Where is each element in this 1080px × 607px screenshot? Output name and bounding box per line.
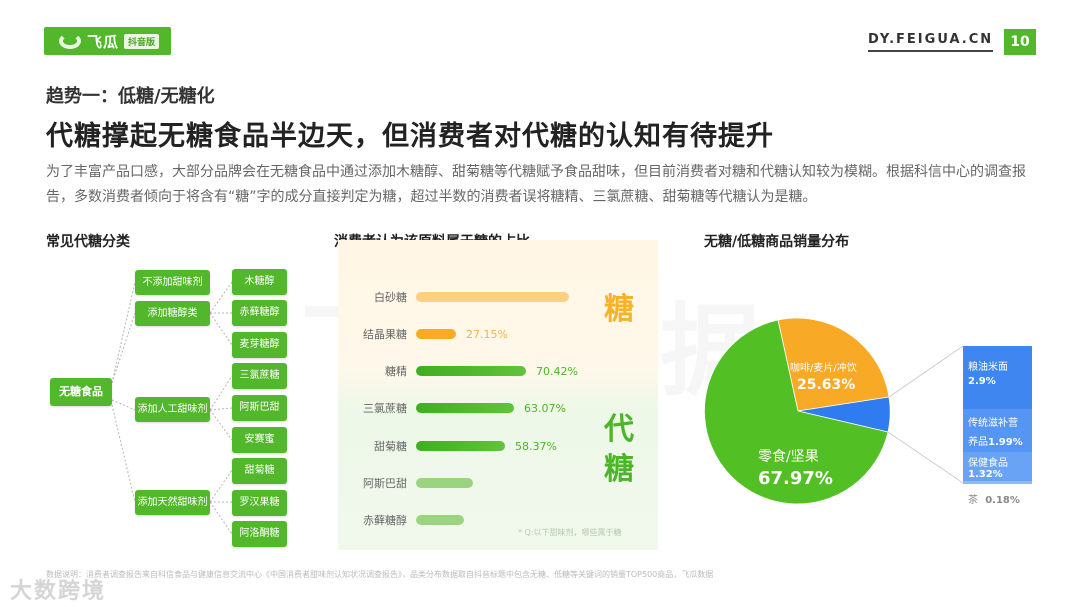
brand-logo: 飞瓜 抖音版 <box>44 27 171 55</box>
bar-label: 甜菊糖 <box>374 440 407 453</box>
tree-node-level2: 赤藓糖醇 <box>232 300 287 326</box>
pie-label-coffee: 咖啡/麦片/冲饮 <box>790 363 857 374</box>
bar-value: 27.15% <box>466 327 508 341</box>
bar <box>416 329 456 339</box>
bar-value: 70.42% <box>536 364 578 378</box>
pie-chart-title: 无糖/低糖商品销量分布 <box>704 234 850 250</box>
bar-label: 阿斯巴甜 <box>363 477 407 490</box>
breakdown-tonic: 传统滋补营 养品1.99% <box>963 409 1032 452</box>
pie-value-snacks: 67.97% <box>758 468 833 489</box>
sugar-group-label: 糖 <box>604 292 634 327</box>
page-title: 代糖撑起无糖食品半边天，但消费者对代糖的认知有待提升 <box>46 121 774 152</box>
logo-text: 飞瓜 <box>87 32 120 51</box>
pie-label-snacks: 零食/坚果 <box>758 449 819 465</box>
breakdown-label: 茶 <box>968 495 978 506</box>
bar-row: 糖精 70.42% <box>338 361 578 381</box>
tree-root-node: 无糖食品 <box>50 378 112 406</box>
bar <box>416 441 505 451</box>
tree-node-level2: 安赛蜜 <box>232 427 287 453</box>
bar <box>416 403 514 413</box>
bar <box>416 515 464 525</box>
breakdown-label: 传统滋补营 <box>968 418 1018 429</box>
connector-line <box>888 345 964 398</box>
bar-label: 结晶果糖 <box>363 328 407 341</box>
site-url: DY.FEIGUA.CN <box>868 32 994 52</box>
bar-row: 甜菊糖 58.37% <box>338 436 557 456</box>
breakdown-label: 保健食品 <box>968 458 1008 469</box>
bar <box>416 478 473 488</box>
bar-label: 三氯蔗糖 <box>363 402 407 415</box>
tree-node-level1: 添加天然甜味剂 <box>135 490 210 515</box>
bar <box>416 292 569 302</box>
tree-node-level1: 添加糖醇类 <box>135 301 210 326</box>
pie-slice-snacks <box>704 319 889 505</box>
bar-value: 63.07% <box>524 401 566 415</box>
tree-title: 常见代糖分类 <box>46 234 130 250</box>
breakdown-grain: 粮油米面 2.9% <box>963 346 1032 409</box>
tree-node-level2: 阿洛酮糖 <box>232 521 287 547</box>
bar <box>416 366 526 376</box>
substitute-group-label-2: 糖 <box>604 452 634 487</box>
watermark: 大数跨境 <box>10 579 107 604</box>
connector-line <box>887 431 964 484</box>
bar-chart-footnote: * Q:以下甜味剂，哪些属于糖 <box>518 528 622 537</box>
tree-node-level2: 阿斯巴甜 <box>232 395 287 421</box>
breakdown-tea-bar <box>963 481 1032 484</box>
substitute-group-label-1: 代 <box>604 412 634 447</box>
breakdown-label: 养品 <box>968 437 988 448</box>
tree-node-level2: 麦芽糖醇 <box>232 332 287 358</box>
breakdown-value: 1.99% <box>988 437 1023 448</box>
tree-node-level2: 罗汉果糖 <box>232 490 287 516</box>
tree-node-level2: 甜菊糖 <box>232 458 287 484</box>
section-subtitle: 趋势一：低糖/无糖化 <box>46 86 215 107</box>
bar-label: 糖精 <box>385 365 407 378</box>
logo-icon <box>59 33 81 49</box>
bar-row: 三氯蔗糖 63.07% <box>338 398 566 418</box>
tree-node-level2: 木糖醇 <box>232 269 287 295</box>
breakdown-tea: 茶 0.18% <box>968 491 1020 506</box>
breakdown-value: 2.9% <box>968 376 996 387</box>
description: 为了丰富产品口感，大部分品牌会在无糖食品中通过添加木糖醇、甜菊糖等代糖赋予食品甜… <box>46 164 1026 205</box>
logo-badge: 抖音版 <box>124 33 160 49</box>
bar-row: 结晶果糖 27.15% <box>338 324 508 344</box>
tree-node-level1: 添加人工甜味剂 <box>135 397 210 422</box>
bar-row: 白砂糖 <box>338 287 579 307</box>
tree-node-level2: 三氯蔗糖 <box>232 363 287 389</box>
breakdown-health: 保健食品 1.32% <box>963 452 1032 481</box>
data-source-note: 数据说明：消费者调查报告来自科信食品与健康信息交流中心《中国消费者甜味剂认知状况… <box>46 570 714 579</box>
pie-slice-coffee <box>777 317 890 412</box>
breakdown-value: 1.32% <box>968 469 1003 480</box>
bar-value: 58.37% <box>515 439 557 453</box>
bar-row: 赤藓糖醇 <box>338 510 474 530</box>
breakdown-value: 0.18% <box>985 495 1020 506</box>
tree-node-level1: 不添加甜味剂 <box>135 270 210 295</box>
bar-label: 白砂糖 <box>374 291 407 304</box>
bar-row: 阿斯巴甜 <box>338 473 483 493</box>
bar-label: 赤藓糖醇 <box>363 514 407 527</box>
page-number: 10 <box>1004 29 1036 55</box>
breakdown-label: 粮油米面 <box>968 362 1008 373</box>
bar-chart: 白砂糖 结晶果糖 27.15% 糖精 70.42% 三氯蔗糖 63.07% 甜菊… <box>338 240 658 550</box>
pie-value-coffee: 25.63% <box>797 377 856 393</box>
